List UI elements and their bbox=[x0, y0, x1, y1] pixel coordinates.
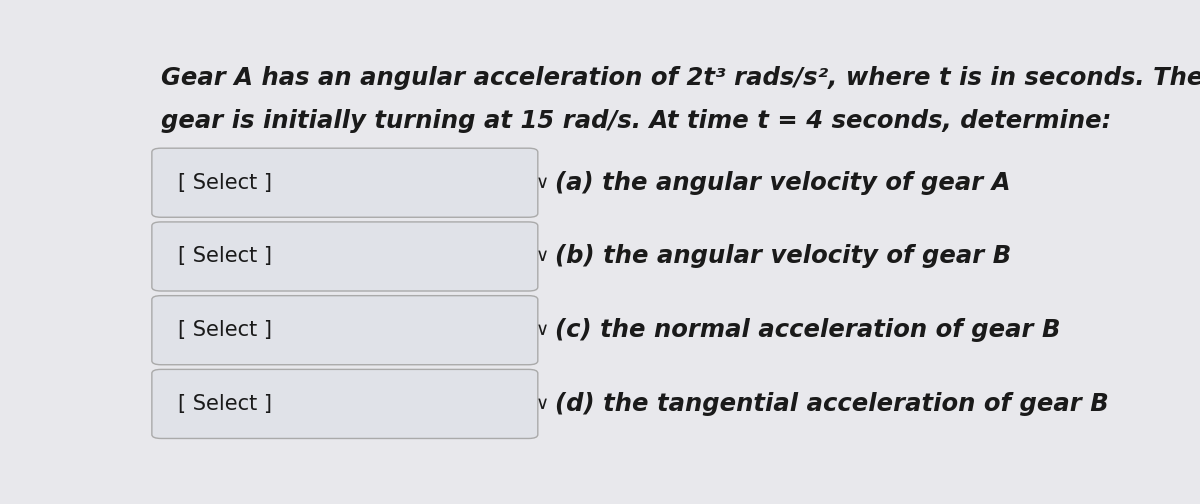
Text: ∨: ∨ bbox=[536, 174, 550, 192]
FancyBboxPatch shape bbox=[152, 296, 538, 365]
Text: [ Select ]: [ Select ] bbox=[178, 320, 272, 340]
FancyBboxPatch shape bbox=[152, 222, 538, 291]
Text: (a) the angular velocity of gear A: (a) the angular velocity of gear A bbox=[554, 171, 1010, 195]
Text: ∨: ∨ bbox=[536, 321, 550, 339]
Text: gear is initially turning at 15 rad/s. At time t = 4 seconds, determine:: gear is initially turning at 15 rad/s. A… bbox=[161, 109, 1111, 133]
Text: (b) the angular velocity of gear B: (b) the angular velocity of gear B bbox=[554, 244, 1010, 269]
Text: ∨: ∨ bbox=[536, 247, 550, 266]
Text: ∨: ∨ bbox=[536, 395, 550, 413]
Text: (d) the tangential acceleration of gear B: (d) the tangential acceleration of gear … bbox=[554, 392, 1109, 416]
Text: (c) the normal acceleration of gear B: (c) the normal acceleration of gear B bbox=[554, 318, 1060, 342]
Text: [ Select ]: [ Select ] bbox=[178, 173, 272, 193]
Text: Gear A has an angular acceleration of 2t³ rads/s², where t is in seconds. The: Gear A has an angular acceleration of 2t… bbox=[161, 67, 1200, 90]
Text: [ Select ]: [ Select ] bbox=[178, 246, 272, 267]
FancyBboxPatch shape bbox=[152, 148, 538, 217]
FancyBboxPatch shape bbox=[152, 369, 538, 438]
Text: [ Select ]: [ Select ] bbox=[178, 394, 272, 414]
